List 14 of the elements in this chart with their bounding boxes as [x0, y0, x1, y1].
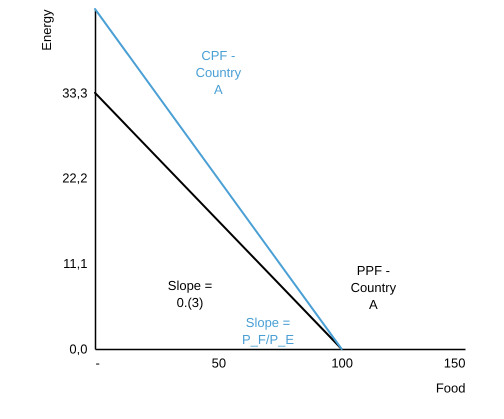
text: PPF - Country A — [350, 262, 397, 312]
y-axis-title: Energy — [39, 9, 54, 51]
y-tick-label: 22,2 — [62, 170, 88, 186]
annotation: Slope = 0.(3) — [168, 278, 212, 310]
x-axis-title: Food — [436, 380, 466, 396]
x-tick-label: 100 — [331, 356, 354, 370]
x-tick-label: - — [96, 356, 100, 370]
text: CPF - Country A — [196, 48, 242, 97]
x-tick-label: 50 — [212, 356, 226, 370]
x-tick-label: 150 — [444, 356, 466, 370]
y-tick-label: 0,0 — [69, 342, 88, 356]
y-tick-label: 33,3 — [62, 85, 88, 100]
y-tick-label: 11,1 — [63, 256, 88, 272]
annotation: Slope = P_F/P_E — [242, 315, 294, 347]
